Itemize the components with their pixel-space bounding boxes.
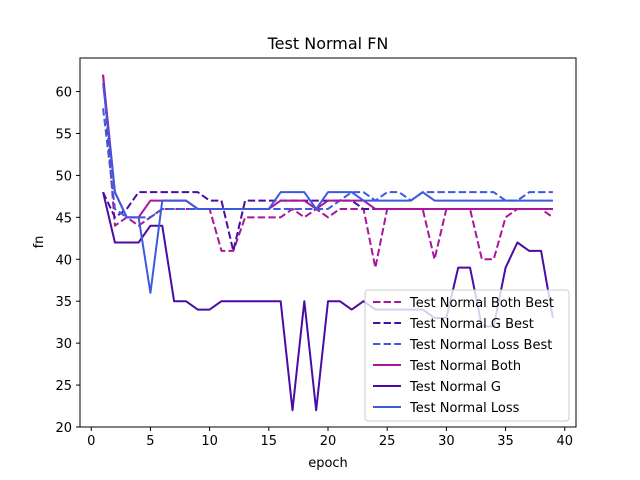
legend-box	[364, 289, 570, 422]
y-axis-label: fn	[32, 236, 47, 249]
y-tick-label: 40	[55, 253, 72, 268]
y-tick-label: 20	[55, 421, 72, 436]
y-tick-label: 35	[55, 295, 72, 310]
x-axis-ticks: 0 5 10 15 20 25 30 35 40	[87, 427, 573, 449]
chart-title: Test Normal FN	[267, 34, 389, 53]
y-tick-label: 30	[55, 337, 72, 352]
x-tick-label: 10	[201, 434, 218, 449]
y-axis-ticks: 20 25 30 35 40 45 50 55 60	[55, 86, 80, 436]
y-tick-label: 55	[55, 127, 72, 142]
x-tick-label: 0	[87, 434, 95, 449]
x-tick-label: 40	[556, 434, 573, 449]
legend-label-5: Test Normal G	[409, 380, 501, 395]
legend-label-1: Test Normal Both Best	[409, 296, 554, 311]
x-axis-label: epoch	[308, 456, 348, 471]
y-tick-label: 50	[55, 169, 72, 184]
x-tick-label: 30	[438, 434, 455, 449]
legend: Test Normal Both Best Test Normal G Best T…	[364, 289, 570, 422]
x-tick-label: 15	[261, 434, 278, 449]
series-line-4	[102, 74, 553, 219]
y-tick-label: 60	[55, 86, 72, 101]
legend-label-4: Test Normal Both	[409, 359, 521, 374]
legend-label-6: Test Normal Loss	[409, 401, 520, 416]
y-tick-label: 45	[55, 211, 72, 226]
legend-label-2: Test Normal G Best	[409, 317, 534, 332]
x-tick-label: 25	[379, 434, 396, 449]
legend-label-3: Test Normal Loss Best	[409, 338, 552, 353]
series-line-1	[102, 74, 554, 269]
series-line-3	[102, 108, 553, 219]
series-line-6	[102, 83, 553, 294]
x-tick-label: 20	[320, 434, 337, 449]
y-tick-label: 25	[55, 379, 72, 394]
x-tick-label: 35	[497, 434, 514, 449]
x-tick-label: 5	[146, 434, 154, 449]
